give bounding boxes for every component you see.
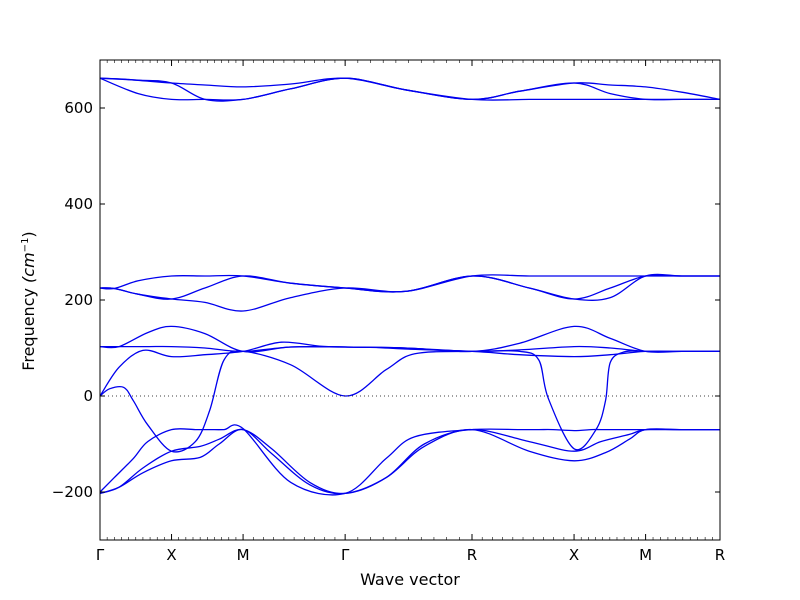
y-tick-labels: −200 0 200 400 600	[52, 99, 93, 501]
band-curve-13	[99, 428, 720, 495]
x-tick-label: M	[639, 546, 652, 564]
y-tick-label: 0	[83, 387, 93, 405]
band-curve-4	[99, 274, 720, 293]
y-axis-label-close: )	[19, 231, 38, 237]
x-tick-label: Γ	[96, 546, 105, 564]
band-curve-11	[99, 424, 720, 496]
plot-frame	[99, 59, 721, 541]
y-tick-label: 200	[64, 291, 93, 309]
x-tick-label: X	[569, 546, 579, 564]
band-curve-9	[99, 341, 721, 397]
y-axis-label: Frequency (cm−1)	[19, 231, 38, 370]
x-tick-label: X	[166, 546, 176, 564]
x-tick-label: R	[715, 546, 725, 564]
x-tick-label: R	[467, 546, 477, 564]
band-curve-3	[99, 77, 720, 101]
y-axis-label-unit: (cm	[19, 252, 38, 283]
band-curve-1	[99, 77, 721, 101]
y-axis-label-main: Frequency	[19, 283, 38, 371]
band-curve-5	[99, 274, 720, 300]
x-tick-label: Γ	[341, 546, 350, 564]
band-curve-6	[99, 273, 720, 312]
y-tick-label: −200	[52, 483, 93, 501]
x-tick-label: M	[237, 546, 250, 564]
y-axis-label-exponent: −1	[20, 238, 31, 253]
band-curve-10	[99, 349, 721, 453]
band-curves	[99, 77, 721, 496]
y-tick-label: 400	[64, 195, 93, 213]
y-tick-label: 600	[64, 99, 93, 117]
axis-ticks	[99, 60, 721, 540]
band-curve-2	[99, 77, 720, 102]
x-axis-label: Wave vector	[360, 570, 460, 589]
